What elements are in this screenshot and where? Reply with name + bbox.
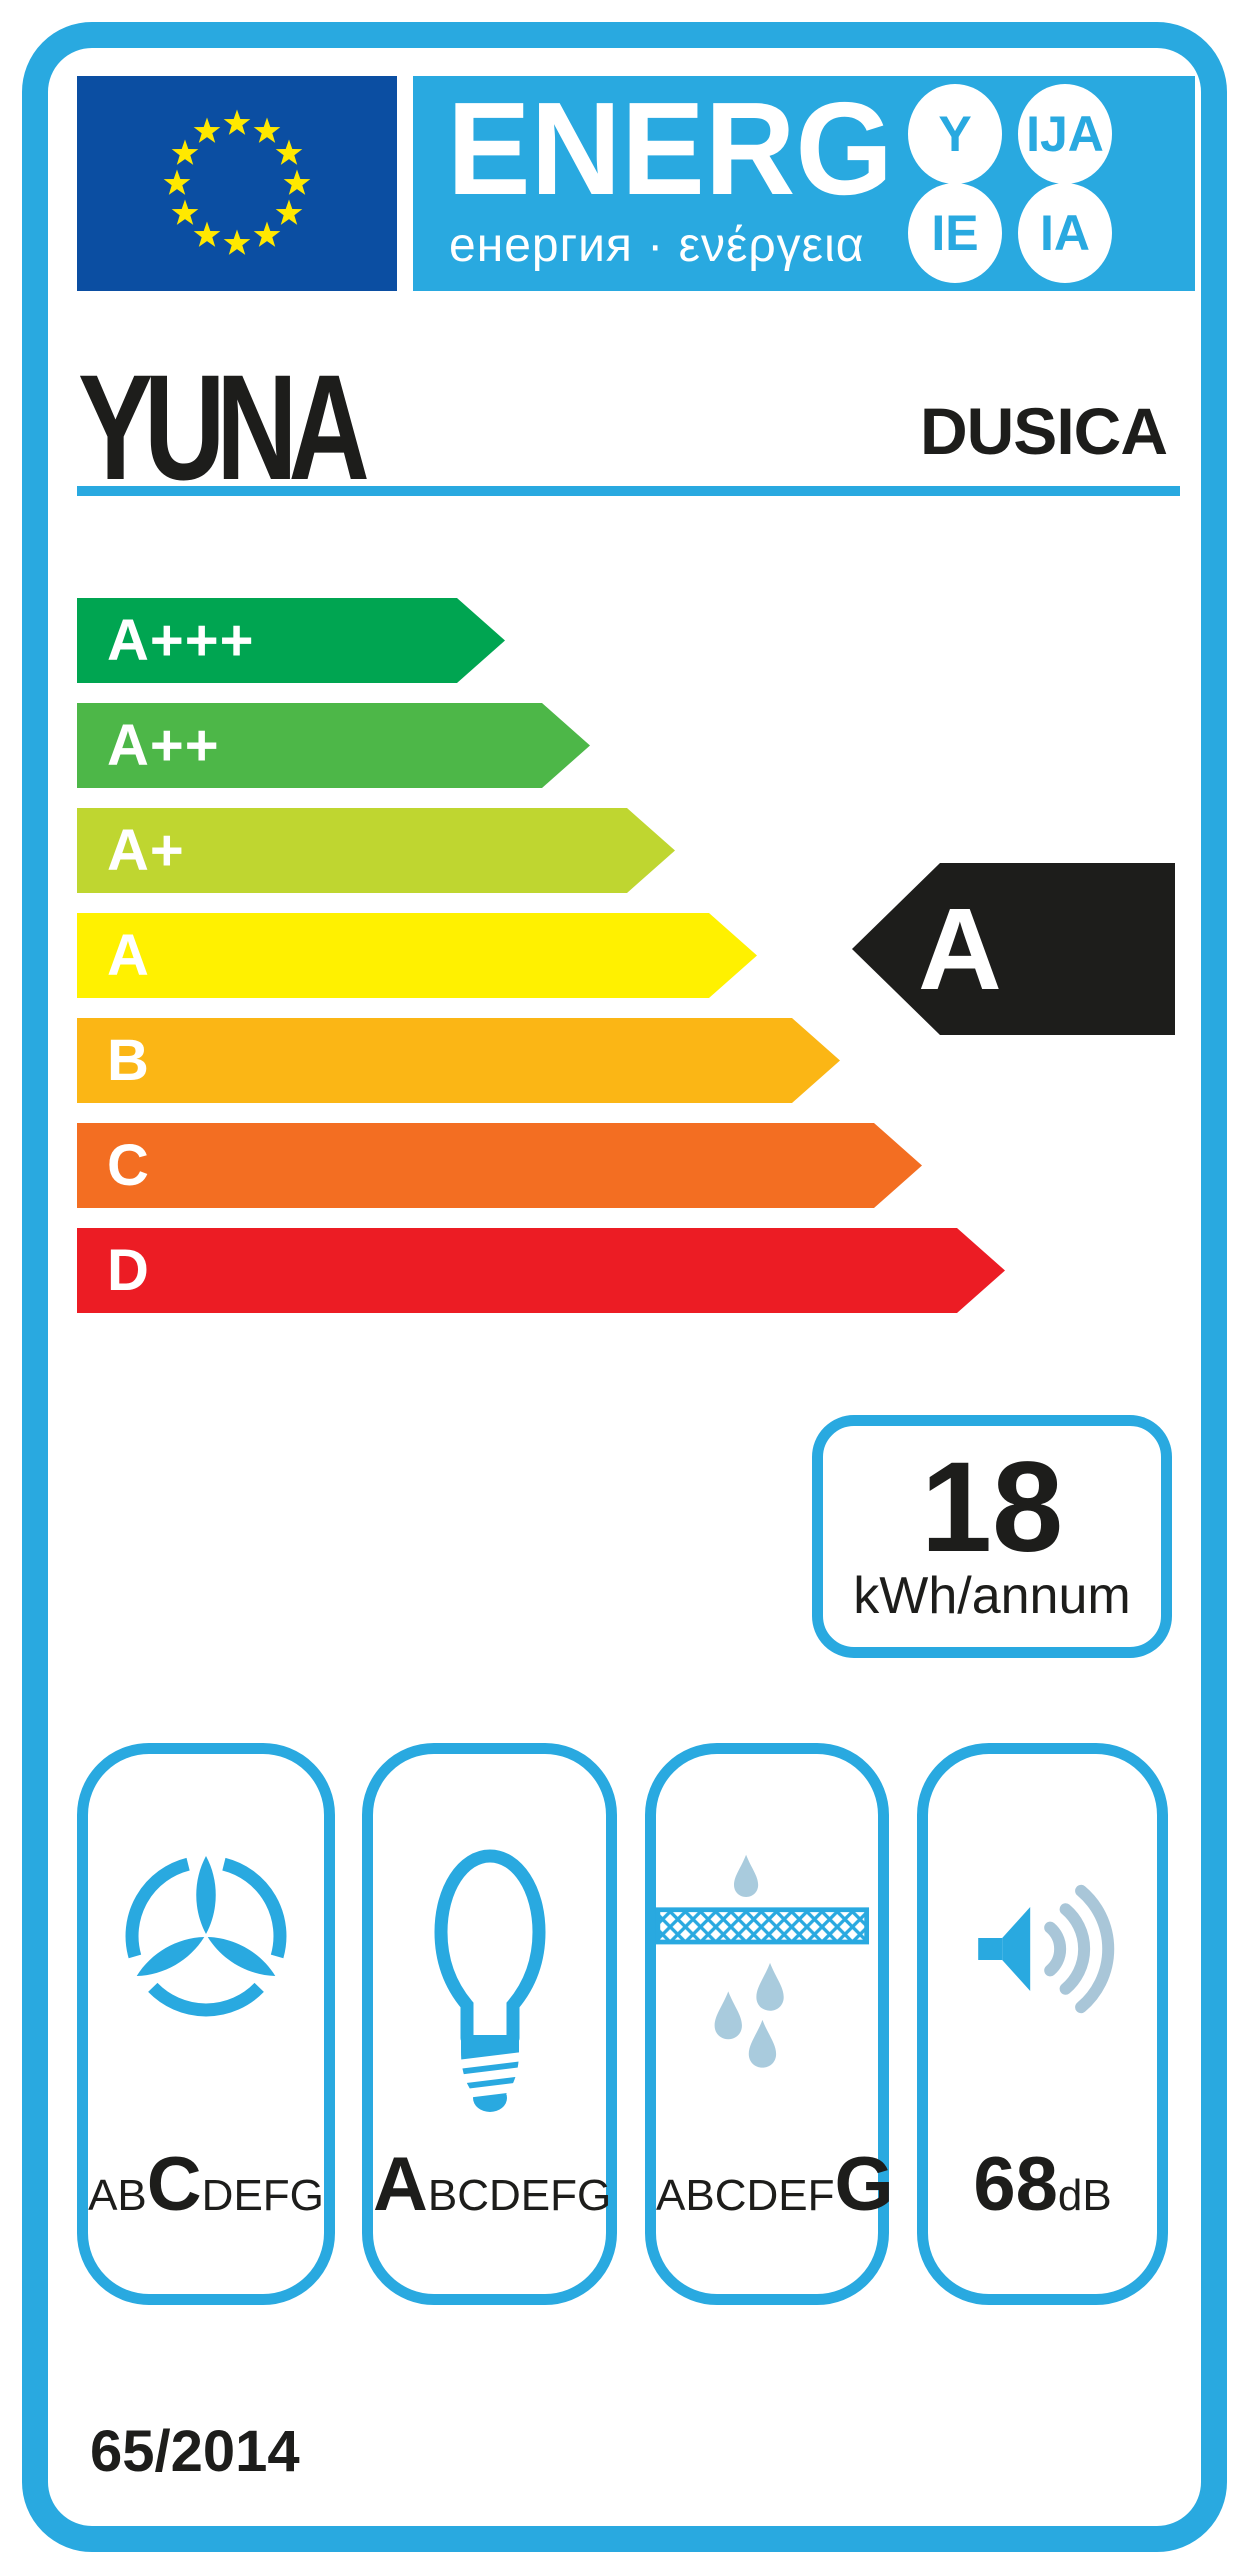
- rating-letter: A+: [107, 818, 185, 883]
- annual-consumption-unit: kWh/annum: [853, 1567, 1131, 1625]
- class-letters-pre: AB: [88, 2171, 147, 2220]
- class-letter-selected: C: [146, 2142, 202, 2227]
- rating-letter: B: [107, 1028, 150, 1093]
- rating-bar: A+++: [77, 598, 505, 683]
- class-letters-post: DEFG: [201, 2171, 324, 2220]
- rating-bar: A+: [77, 808, 675, 893]
- class-letters-post: BCDEFG: [427, 2171, 612, 2220]
- rating-bar: A: [77, 913, 757, 998]
- energ-wordmark: ENERG: [447, 75, 893, 222]
- energ-suffix-y: Y: [908, 84, 1002, 184]
- selected-class-letter: A: [918, 884, 1002, 1014]
- noise-level-value: 68dB: [928, 2141, 1157, 2228]
- rating-letter: A: [107, 923, 150, 988]
- model-name: DUSICA: [919, 394, 1168, 468]
- energ-panel: ENERG енергия · ενέργεια Y IJA IE IA: [413, 76, 1195, 291]
- eu-flag: [77, 76, 397, 291]
- noise-db-number: 68: [973, 2142, 1058, 2227]
- brand-divider: [77, 486, 1180, 496]
- label-border: [22, 22, 1227, 2552]
- class-letter-selected: G: [834, 2142, 894, 2227]
- annual-consumption-box: 18 kWh/annum: [812, 1415, 1172, 1658]
- bulb-icon: [433, 1849, 546, 2112]
- energ-suffix-ija: IJA: [1018, 84, 1112, 184]
- noise-level-box: 68dB: [917, 1743, 1168, 2305]
- rating-letter: D: [107, 1238, 150, 1303]
- eu-flag-field: [77, 76, 397, 291]
- noise-db-unit: dB: [1057, 2171, 1112, 2220]
- fan-icon: [125, 1856, 287, 2017]
- grease-filter-class: ABCDEFG: [656, 2141, 894, 2228]
- class-letters-pre: ABCDEF: [656, 2171, 835, 2220]
- rating-letter: C: [107, 1133, 150, 1198]
- grease-filter-icon: [655, 1854, 870, 2068]
- energ-suffix-ia: IA: [1018, 183, 1112, 283]
- rating-bar: D: [77, 1228, 1005, 1313]
- lighting-efficiency-class: ABCDEFG: [373, 2141, 611, 2228]
- rating-letter: A++: [107, 713, 220, 778]
- fluid-efficiency-class: ABCDEFG: [88, 2141, 324, 2228]
- regulation-number: 65/2014: [90, 2419, 300, 2484]
- rating-bar: B: [77, 1018, 840, 1103]
- class-letter-selected: A: [373, 2142, 428, 2227]
- energ-subtitle: енергия · ενέργεια: [449, 219, 865, 272]
- rating-bar: A++: [77, 703, 590, 788]
- energ-suffix-ie: IE: [908, 183, 1002, 283]
- lighting-efficiency-box: ABCDEFG: [362, 1743, 617, 2305]
- annual-consumption-value: 18: [920, 1436, 1064, 1579]
- fluid-efficiency-box: ABCDEFG: [77, 1743, 335, 2305]
- grease-filter-efficiency-box: ABCDEFG: [645, 1743, 894, 2305]
- noise-icon: [977, 1884, 1114, 2014]
- rating-bar: C: [77, 1123, 922, 1208]
- brand-logo: YUNA: [78, 343, 370, 511]
- rating-letter: A+++: [107, 608, 255, 673]
